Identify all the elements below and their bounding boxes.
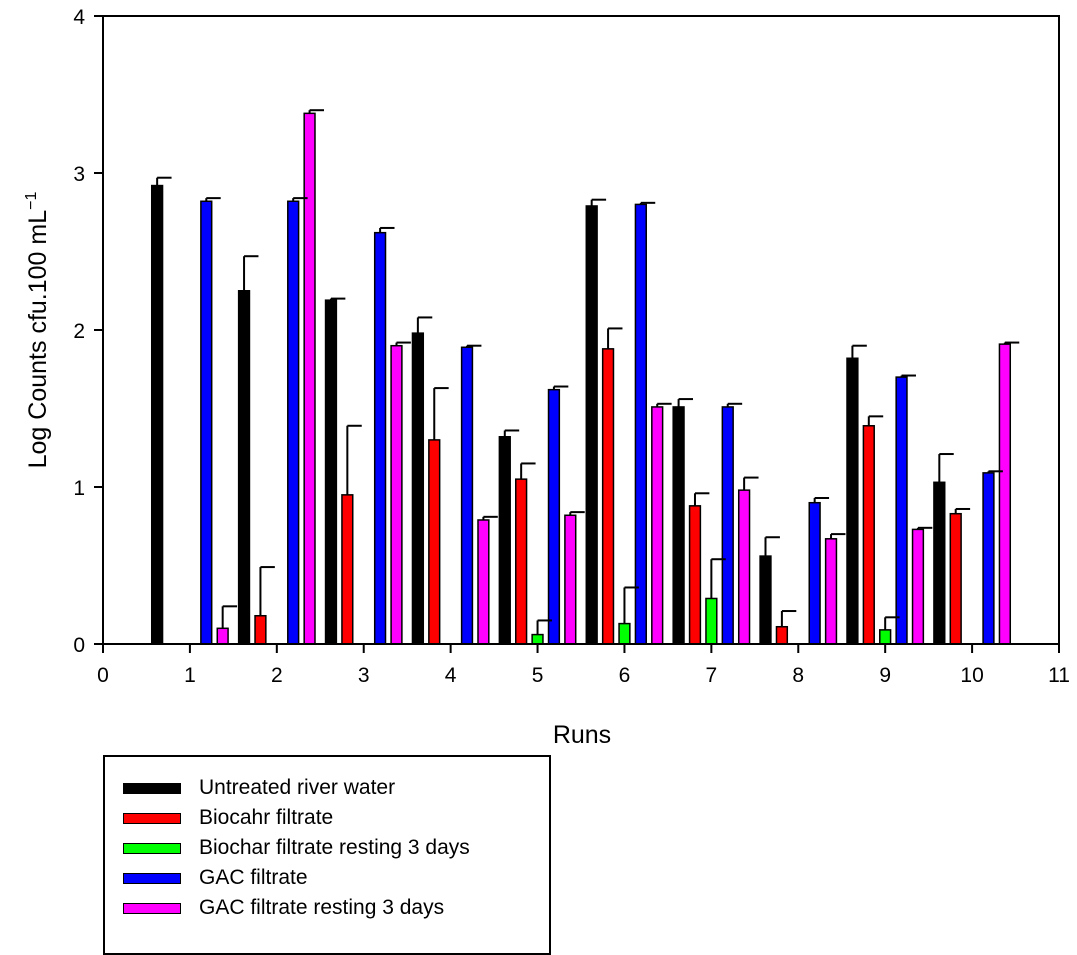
bar (428, 439, 441, 645)
x-tick-label: 4 (445, 664, 457, 687)
bar (601, 348, 615, 645)
x-tick-label: 2 (271, 664, 283, 687)
bar (651, 406, 664, 645)
legend-item: Biochar filtrate resting 3 days (123, 836, 470, 860)
bar (216, 627, 229, 645)
bar (411, 332, 425, 645)
bar (982, 472, 995, 645)
legend-swatch (123, 842, 181, 854)
bar (846, 357, 859, 645)
x-axis-ticks: 0 1 2 3 4 5 6 7 8 9 10 11 (97, 644, 1070, 687)
bar (373, 231, 387, 645)
x-tick-label: 9 (879, 664, 891, 687)
bar (531, 633, 544, 645)
y-axis-label-superscript: −1 (23, 192, 40, 210)
bar (460, 346, 474, 645)
y-tick-label: 0 (73, 634, 85, 657)
x-tick-label: 7 (706, 664, 718, 687)
x-tick-label: 10 (960, 664, 983, 687)
bar (933, 481, 946, 645)
x-tick-label: 11 (1048, 664, 1070, 687)
bar (477, 519, 490, 645)
y-tick-label: 4 (73, 6, 85, 29)
bar (775, 625, 789, 645)
legend-label: GAC filtrate resting 3 days (199, 896, 445, 919)
legend-label: Biocahr filtrate (199, 806, 334, 829)
legend-item: GAC filtrate (123, 866, 308, 890)
bar (634, 203, 647, 645)
bar (324, 299, 338, 645)
bar (618, 622, 631, 645)
x-tick-label: 8 (792, 664, 804, 687)
legend-item: GAC filtrate resting 3 days (123, 896, 444, 920)
y-tick-label: 1 (73, 477, 85, 500)
bar (585, 205, 598, 645)
legend-swatch (123, 782, 181, 794)
x-axis-label: Runs (553, 721, 611, 749)
bar (721, 406, 734, 645)
x-tick-label: 0 (97, 664, 109, 687)
bar (200, 200, 213, 645)
bar (672, 406, 685, 645)
bar (688, 505, 702, 645)
bar (287, 200, 300, 645)
y-tick-label: 3 (73, 163, 85, 186)
bar (911, 528, 925, 645)
bar (705, 597, 718, 645)
error-bars-layer (156, 109, 1020, 635)
bar (895, 376, 908, 645)
bar (808, 501, 821, 645)
bar (547, 388, 561, 645)
x-tick-label: 1 (184, 664, 196, 687)
legend-label: Untreated river water (199, 776, 396, 799)
legend-label: GAC filtrate (199, 866, 308, 889)
bar (737, 489, 751, 645)
bar (390, 344, 403, 645)
y-axis-label: Log Counts cfu.100 mL−1 (23, 192, 52, 469)
y-axis-ticks: 0 1 2 3 4 (73, 6, 103, 657)
x-tick-label: 6 (619, 664, 631, 687)
y-axis-label-main: Log Counts cfu.100 mL (24, 210, 52, 469)
legend-item: Biocahr filtrate (123, 806, 333, 830)
legend-swatch (123, 902, 181, 914)
legend: Untreated river water Biocahr filtrate Bio… (103, 755, 551, 955)
bar (237, 290, 251, 645)
bar (879, 629, 892, 645)
legend-swatch (123, 812, 181, 824)
bar (498, 436, 511, 645)
x-tick-label: 3 (358, 664, 370, 687)
x-tick-label: 5 (532, 664, 544, 687)
bar (862, 425, 875, 645)
bar (254, 614, 267, 645)
legend-swatch (123, 872, 181, 884)
bar (759, 555, 772, 645)
bar (949, 512, 962, 645)
bar (150, 184, 164, 645)
bar (341, 494, 354, 645)
bar (564, 514, 577, 645)
bars-layer (150, 112, 1012, 645)
bar (998, 343, 1012, 645)
bar (303, 112, 316, 645)
legend-item: Untreated river water (123, 776, 395, 800)
y-tick-label: 2 (73, 320, 85, 343)
legend-label: Biochar filtrate resting 3 days (199, 836, 470, 859)
bar (515, 478, 528, 645)
bar (824, 538, 838, 645)
